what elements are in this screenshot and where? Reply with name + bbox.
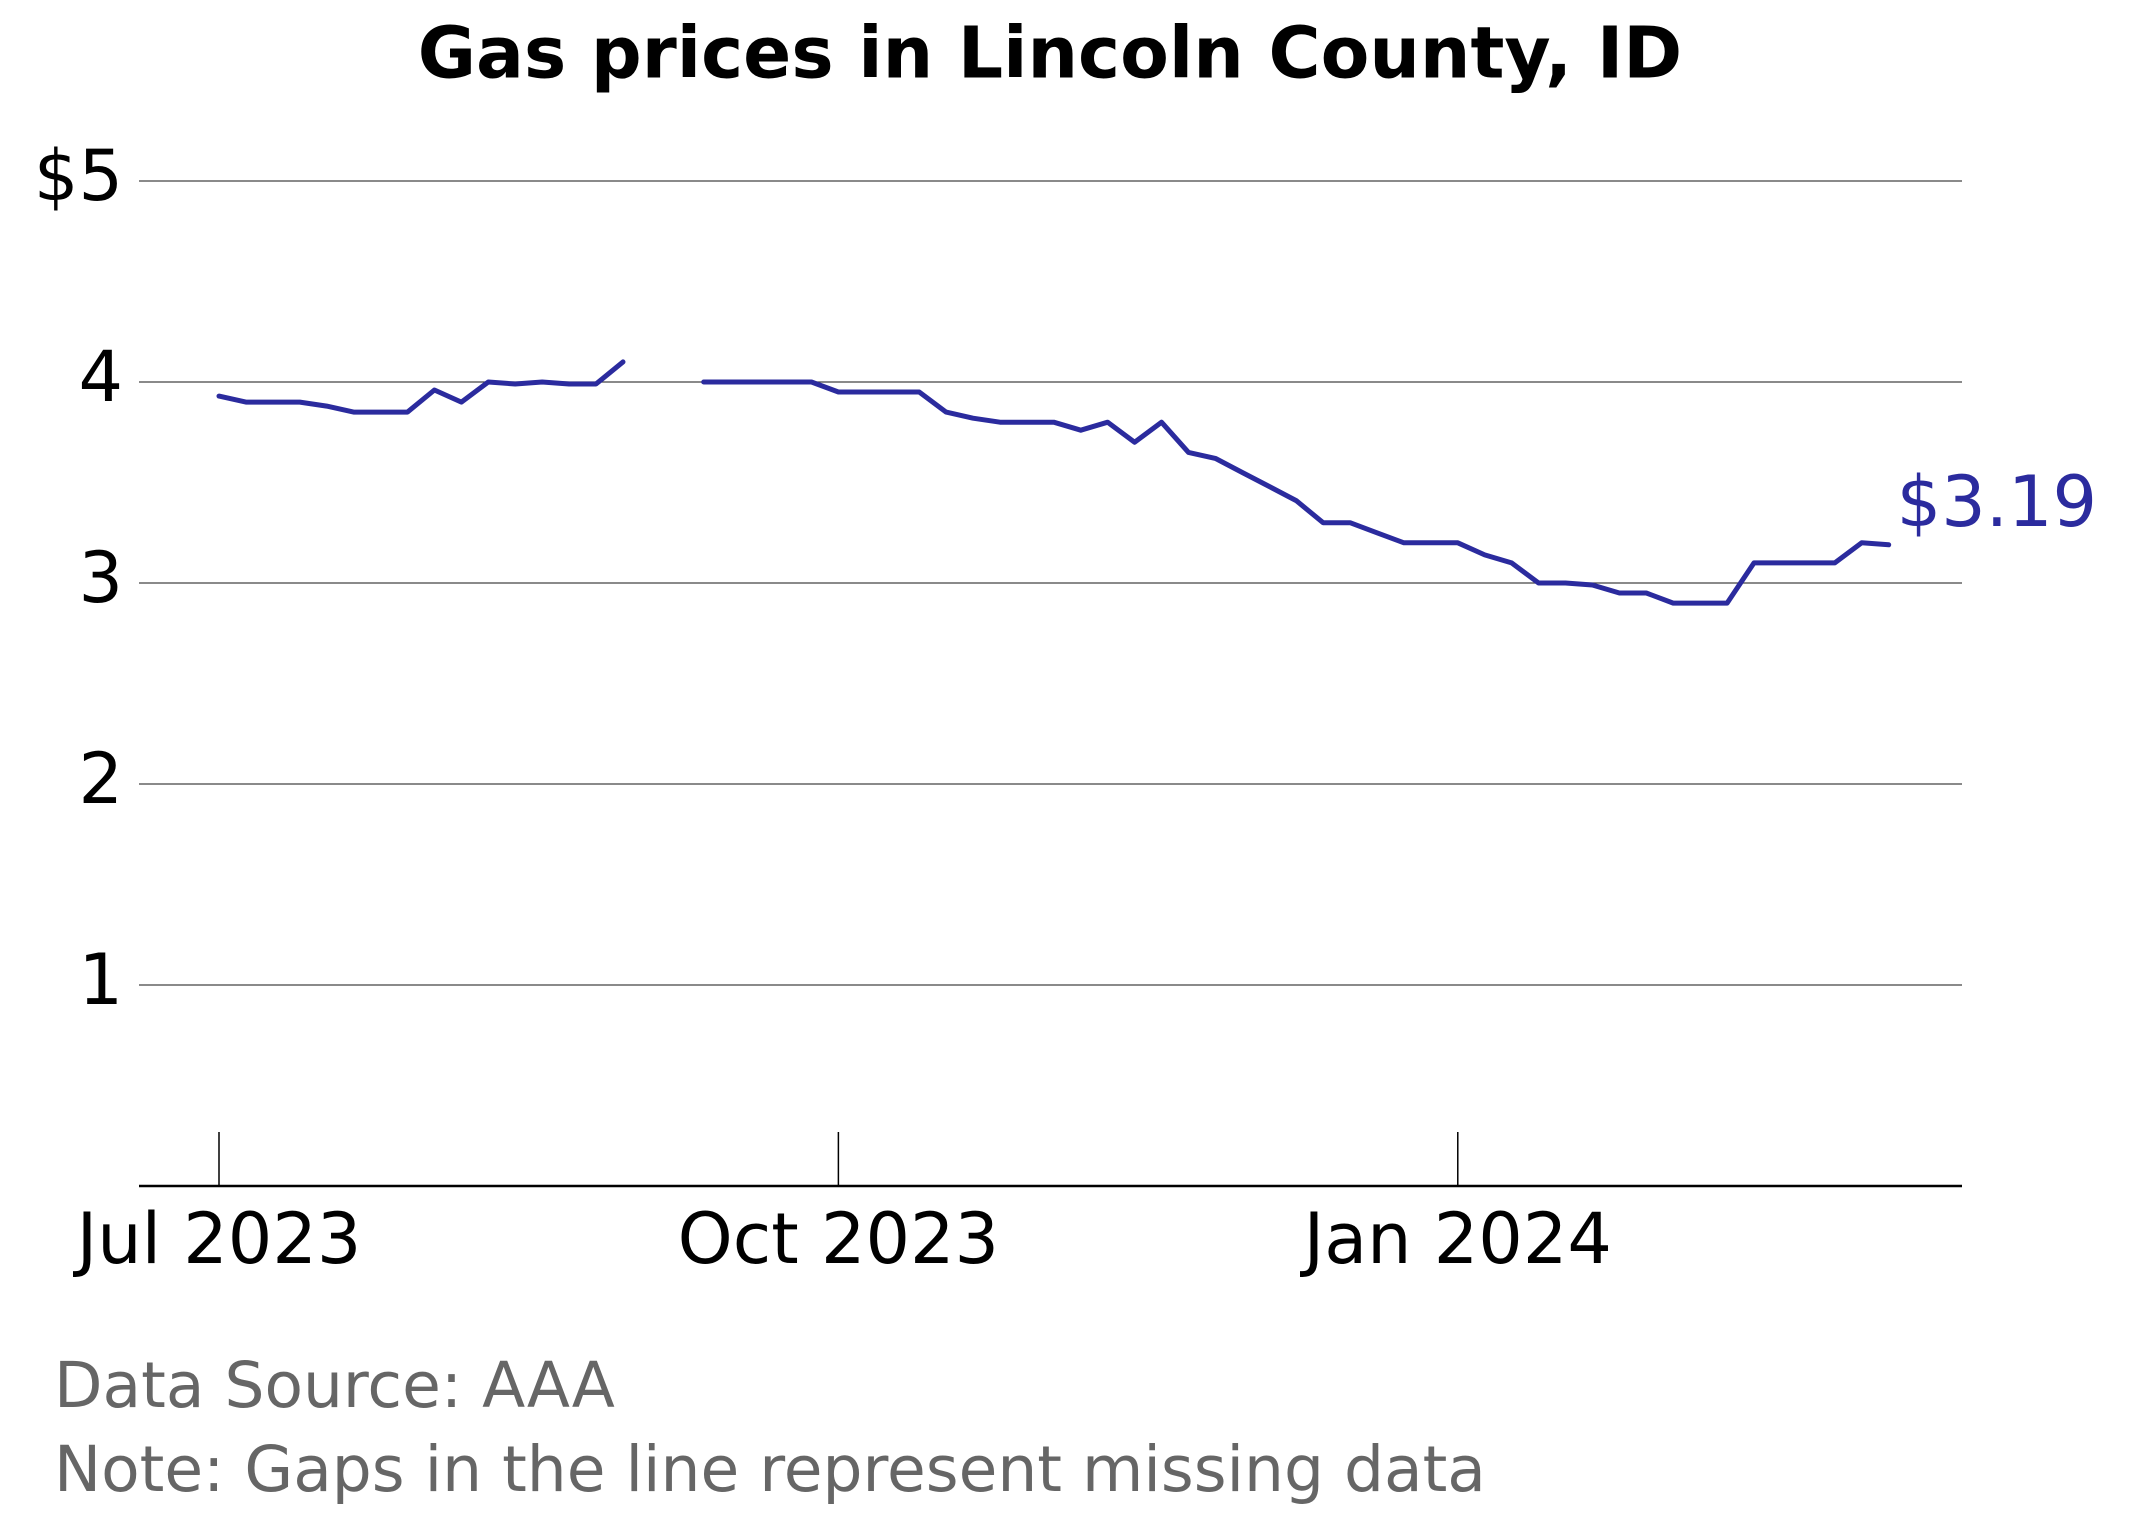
note: Note: Gaps in the line represent missing… [54,1433,1486,1506]
x-tick-label: Jan 2024 [1300,1198,1612,1280]
chart-title: Gas prices in Lincoln County, ID [418,12,1682,95]
y-tick-label: 4 [78,336,123,418]
price-line [216,359,1892,606]
source: Data Source: AAA [54,1349,615,1422]
y-tick-label: 3 [78,537,123,619]
y-tick-label: 1 [78,939,123,1021]
y-tick-label: 2 [78,738,123,820]
end-label: $3.19 [1897,461,2097,543]
x-tick-label: Jul 2023 [73,1198,362,1280]
y-tick-label: $5 [34,135,123,217]
x-tick-label: Oct 2023 [678,1198,999,1280]
